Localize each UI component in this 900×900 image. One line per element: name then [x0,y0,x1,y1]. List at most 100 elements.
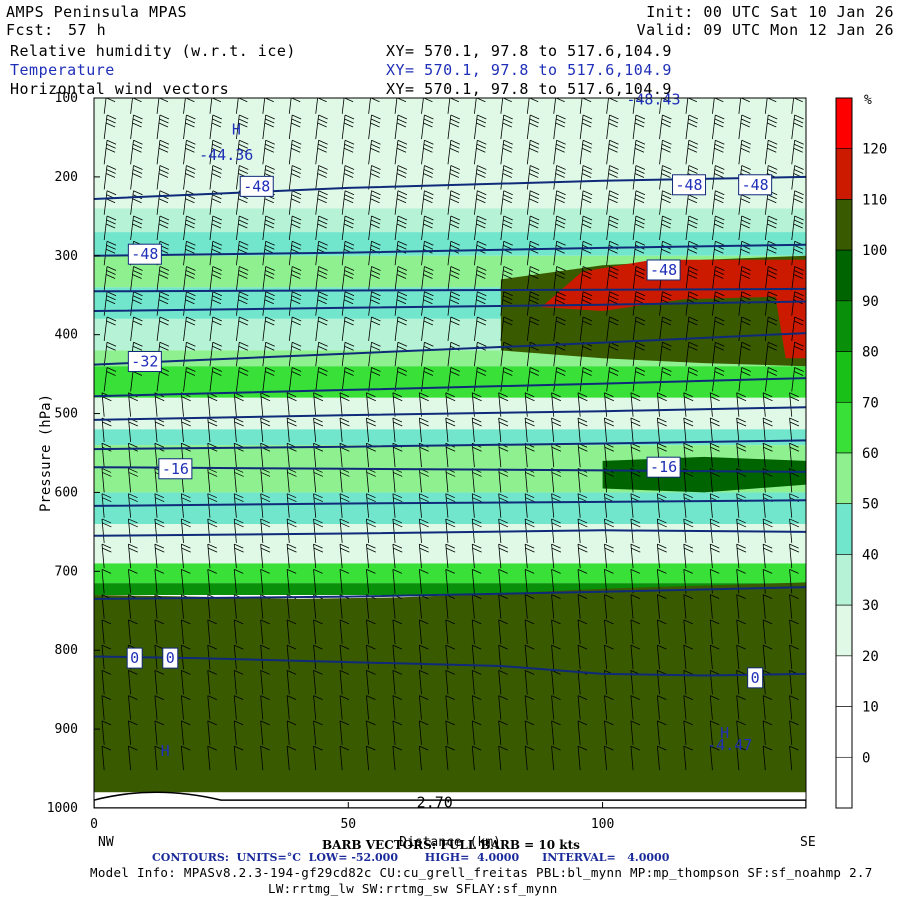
barb-staff [498,594,502,619]
ytick-label: 100 [55,91,78,106]
barb-flag [529,219,539,225]
barb-staff [524,569,528,594]
barb-staff [789,619,793,644]
barb-flag [313,745,323,751]
barb-flag [419,417,429,423]
wind-barb-226 [368,291,381,316]
barb-flag [577,417,588,423]
wind-barb-134 [791,190,804,215]
barb-flag [736,594,746,600]
barb-staff [339,720,343,745]
barb-staff [471,544,475,569]
barb-flag [524,644,535,650]
barb-staff [366,645,370,670]
barb-flag [524,695,535,701]
barb-flag [101,569,112,574]
barb-flag [370,118,381,124]
wind-barb-723 [656,745,667,771]
barb-flag [291,122,301,128]
wind-barb-653 [233,695,244,720]
barb-flag [525,472,535,477]
barb-flag [740,198,750,204]
barb-flag [445,745,455,751]
wind-barb-500 [471,543,482,569]
barb-flag [207,670,217,675]
barb-flag [714,345,724,351]
barb-flag [397,143,407,149]
barb-flag [344,244,354,250]
barb-flag [740,274,750,279]
wind-barb-446 [471,493,482,518]
barb-flag [688,371,698,376]
wind-barb-213 [738,266,751,291]
barb-flag [397,345,407,351]
barb-flag [371,190,381,196]
barb-flag [106,165,117,170]
wind-barb-469 [366,518,376,543]
barb-flag [398,90,407,94]
barb-staff [154,746,158,771]
wind-barb-263 [632,316,646,342]
wind-barb-714 [418,745,429,771]
barb-flag [657,493,667,499]
barb-flag [317,147,327,153]
barb-flag [424,316,434,322]
barb-staff [709,746,713,771]
barb-flag [604,493,614,499]
wind-barb-243 [103,316,117,342]
barb-flag [128,745,138,751]
barb-flag [609,114,619,120]
barb-staff [101,746,105,771]
barb-flag [793,122,803,128]
barb-staff [471,594,475,619]
barb-staff [101,695,105,720]
wind-barb-119 [394,190,408,215]
barb-flag [286,417,297,423]
wind-barb-375 [736,417,747,442]
barb-flag [630,417,641,423]
barb-flag [185,223,195,229]
barb-flag [291,274,301,279]
barb-flag [551,670,561,675]
contour-label-box [126,647,143,669]
barb-flag [609,316,619,322]
barb-flag [635,316,646,322]
barb-flag [234,417,244,423]
barb-flag [265,341,275,347]
barb-flag [530,90,539,94]
barb-flag [344,114,355,120]
wind-barb-635 [471,670,482,695]
wind-barb-138 [183,215,196,241]
wind-barb-252 [341,316,355,342]
wind-barb-319 [685,367,699,392]
barb-flag [292,90,301,94]
barb-flag [683,745,693,751]
barb-flag [683,619,693,625]
barb-flag [234,644,244,650]
wind-barb-636 [498,670,508,695]
barb-staff [418,619,422,644]
barb-flag [477,215,487,221]
wind-barb-38 [394,114,408,140]
wind-barb-565 [762,594,773,619]
barb-flag [502,122,512,128]
barb-flag [185,219,196,225]
barb-flag [768,341,778,347]
barb-flag [498,472,509,477]
wind-barb-162 [103,240,117,266]
barb-flag [264,299,274,305]
wind-barb-447 [498,493,509,518]
barb-flag [159,266,170,271]
contour--28 [94,377,806,398]
barb-flag [683,417,693,423]
barb-flag [555,143,566,149]
wind-barb-268 [764,316,778,342]
wind-barb-674 [789,695,799,720]
barb-flag [661,122,671,128]
barb-flag [604,745,614,751]
wind-barb-460 [128,518,138,543]
wind-barb-577 [366,619,376,644]
barb-flag [432,98,433,99]
wind-barb-519 [260,569,270,594]
